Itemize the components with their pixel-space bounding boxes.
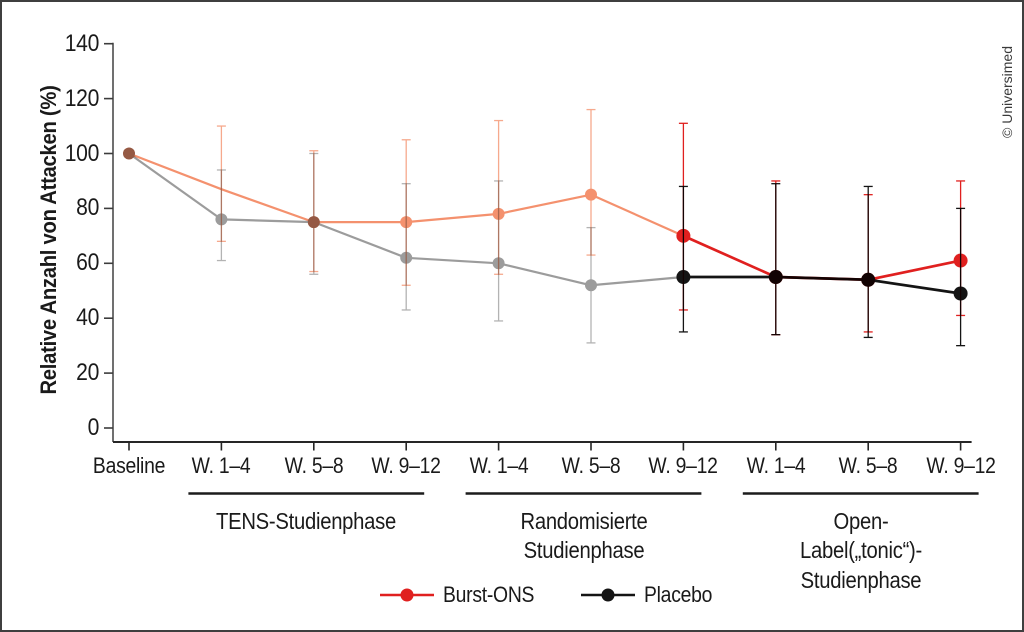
y-tick-label: 100 — [64, 139, 100, 167]
legend-label-burst-ons: Burst-ONS — [443, 582, 535, 607]
phase-label: Open-Label(„tonic“)- Studienphase — [799, 508, 922, 593]
legend-marker-burst-ons — [380, 588, 434, 602]
copyright-container: © Universimed — [998, 14, 1016, 140]
y-tick-label: 60 — [76, 249, 99, 277]
x-tick-label: W. 9–12 — [925, 453, 996, 478]
data-point — [676, 228, 691, 243]
series-line-active — [682, 234, 962, 282]
series-group-placebo — [123, 147, 968, 347]
y-tick-label: 0 — [87, 414, 100, 441]
y-tick-label: 80 — [76, 194, 99, 222]
legend-item-placebo: Placebo — [581, 582, 721, 608]
copyright-text: © Universimed — [999, 45, 1015, 138]
x-tick-label: W. 1–4 — [469, 453, 528, 478]
y-tick-label: 40 — [76, 304, 99, 332]
legend-dot — [400, 588, 414, 602]
phase-label: TENS-Studienphase — [216, 508, 397, 534]
data-point — [307, 216, 320, 229]
data-point — [861, 272, 876, 287]
data-point — [492, 207, 505, 220]
x-tick-label: W. 5–8 — [284, 453, 344, 478]
legend-marker-placebo — [581, 588, 635, 602]
legend-item-burst-ons: Burst-ONS — [380, 582, 547, 608]
data-point — [400, 216, 413, 229]
legend-label-placebo: Placebo — [644, 582, 713, 607]
phase-label: Randomisierte Studienphase — [519, 508, 648, 564]
data-point — [585, 279, 597, 292]
y-axis-title: Relative Anzahl von Attacken (%) — [36, 85, 61, 395]
data-point — [585, 188, 597, 201]
data-point — [953, 253, 968, 268]
x-tick-label: W. 9–12 — [648, 453, 718, 478]
y-tick-label: 140 — [64, 29, 100, 57]
x-tick-label: W. 1–4 — [192, 453, 251, 478]
x-tick-label: W. 5–8 — [838, 453, 898, 478]
x-tick-label: W. 1–4 — [746, 453, 806, 478]
x-tick-label: Baseline — [92, 453, 166, 478]
data-point — [123, 147, 135, 160]
legend-dot — [601, 588, 615, 602]
x-tick-label: W. 5–8 — [561, 453, 621, 478]
y-tick-label: 120 — [64, 84, 100, 112]
data-point — [768, 270, 783, 285]
series-group-burst-ons — [123, 108, 968, 336]
y-tick-label: 20 — [76, 359, 99, 387]
x-tick-label: W. 9–12 — [371, 453, 441, 478]
